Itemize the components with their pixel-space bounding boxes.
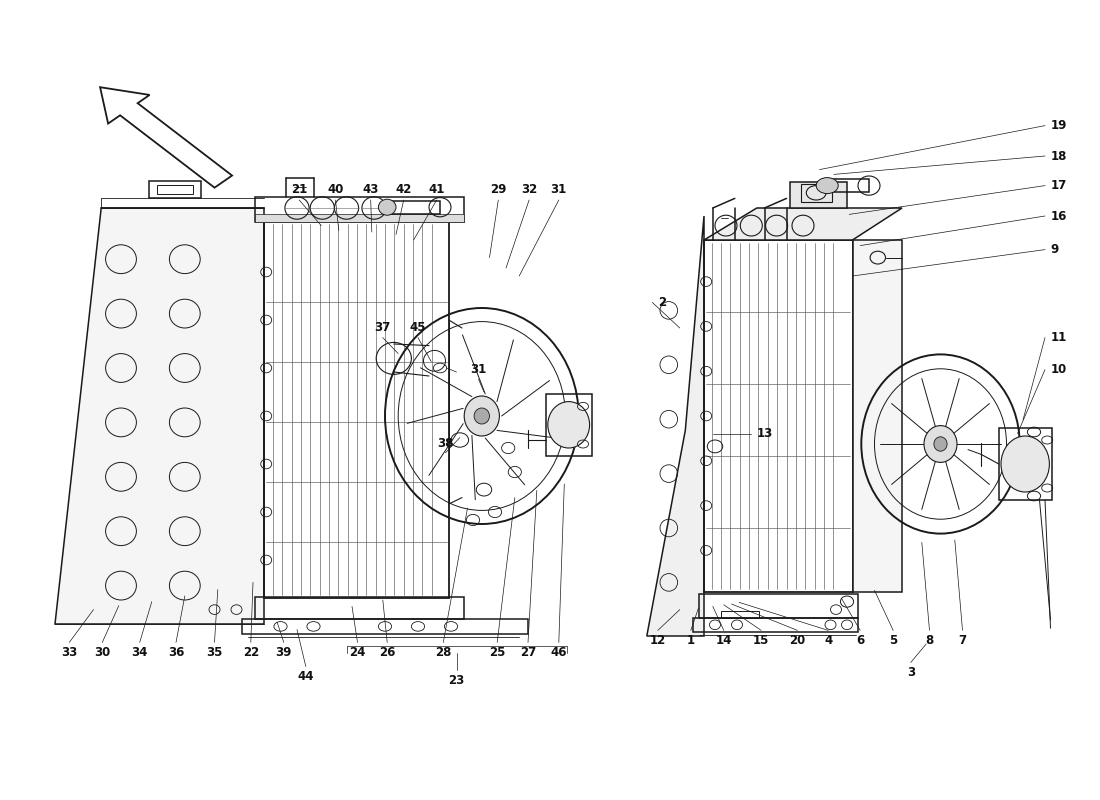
Text: 4: 4	[824, 634, 833, 646]
Text: 2: 2	[658, 296, 666, 309]
Text: 21: 21	[292, 183, 307, 196]
Text: 40: 40	[328, 183, 343, 196]
Text: 20: 20	[790, 634, 805, 646]
Bar	[823, 179, 869, 192]
Text: 7: 7	[958, 634, 967, 646]
Ellipse shape	[548, 402, 590, 448]
Text: 19: 19	[1050, 119, 1067, 132]
Text: 43: 43	[363, 183, 378, 196]
Bar	[255, 197, 464, 222]
Ellipse shape	[474, 408, 490, 424]
Text: 34: 34	[132, 646, 147, 658]
Text: 31: 31	[551, 183, 566, 196]
Bar	[148, 181, 201, 198]
Text: 38: 38	[438, 437, 453, 450]
Text: 26: 26	[379, 646, 395, 658]
Bar	[242, 619, 528, 634]
Text: 17: 17	[1050, 179, 1067, 192]
Text: 45: 45	[409, 322, 427, 334]
Text: 11: 11	[1050, 331, 1067, 344]
Text: 1: 1	[686, 634, 695, 646]
Ellipse shape	[1001, 436, 1049, 492]
Text: 42: 42	[396, 183, 411, 196]
Ellipse shape	[378, 199, 396, 215]
Text: 24: 24	[350, 646, 365, 658]
Text: 9: 9	[1050, 243, 1058, 256]
Text: 22: 22	[243, 646, 258, 658]
Text: 10: 10	[1050, 363, 1067, 376]
Text: 30: 30	[95, 646, 110, 658]
Text: 46: 46	[550, 646, 568, 658]
Text: 28: 28	[436, 646, 451, 658]
Bar	[790, 182, 847, 208]
Text: 14: 14	[716, 634, 732, 646]
Text: 29: 29	[491, 183, 506, 196]
Bar	[264, 221, 449, 598]
Text: 8: 8	[925, 634, 934, 646]
Text: 13: 13	[757, 427, 773, 440]
FancyArrow shape	[100, 87, 232, 188]
Bar	[387, 201, 440, 214]
Text: 31: 31	[471, 363, 486, 376]
Text: 18: 18	[1050, 150, 1067, 162]
Bar	[693, 618, 858, 632]
Text: 32: 32	[521, 183, 537, 196]
Text: 27: 27	[520, 646, 536, 658]
Ellipse shape	[934, 437, 947, 451]
Text: 3: 3	[906, 666, 915, 678]
Text: 36: 36	[168, 646, 184, 658]
Text: 16: 16	[1050, 210, 1067, 222]
Bar	[704, 240, 852, 592]
Polygon shape	[55, 208, 264, 624]
Bar	[255, 597, 464, 619]
Text: 6: 6	[856, 634, 865, 646]
Bar	[999, 428, 1052, 500]
Text: 5: 5	[889, 634, 898, 646]
Bar	[801, 184, 832, 202]
Bar	[157, 185, 192, 194]
Ellipse shape	[464, 396, 499, 436]
Text: 37: 37	[375, 322, 390, 334]
Bar	[255, 214, 464, 222]
Text: 12: 12	[650, 634, 666, 646]
Text: 23: 23	[449, 674, 464, 686]
Bar	[720, 611, 759, 618]
Text: 35: 35	[207, 646, 222, 658]
Text: 25: 25	[490, 646, 505, 658]
Bar	[546, 394, 592, 456]
Ellipse shape	[816, 178, 838, 194]
Text: 15: 15	[754, 634, 769, 646]
Text: 33: 33	[62, 646, 77, 658]
Text: 44: 44	[297, 670, 315, 682]
Text: 39: 39	[276, 646, 292, 658]
Polygon shape	[852, 240, 902, 592]
Polygon shape	[647, 216, 704, 636]
Text: 41: 41	[429, 183, 444, 196]
Ellipse shape	[924, 426, 957, 462]
Polygon shape	[704, 208, 902, 240]
Bar	[698, 594, 858, 618]
